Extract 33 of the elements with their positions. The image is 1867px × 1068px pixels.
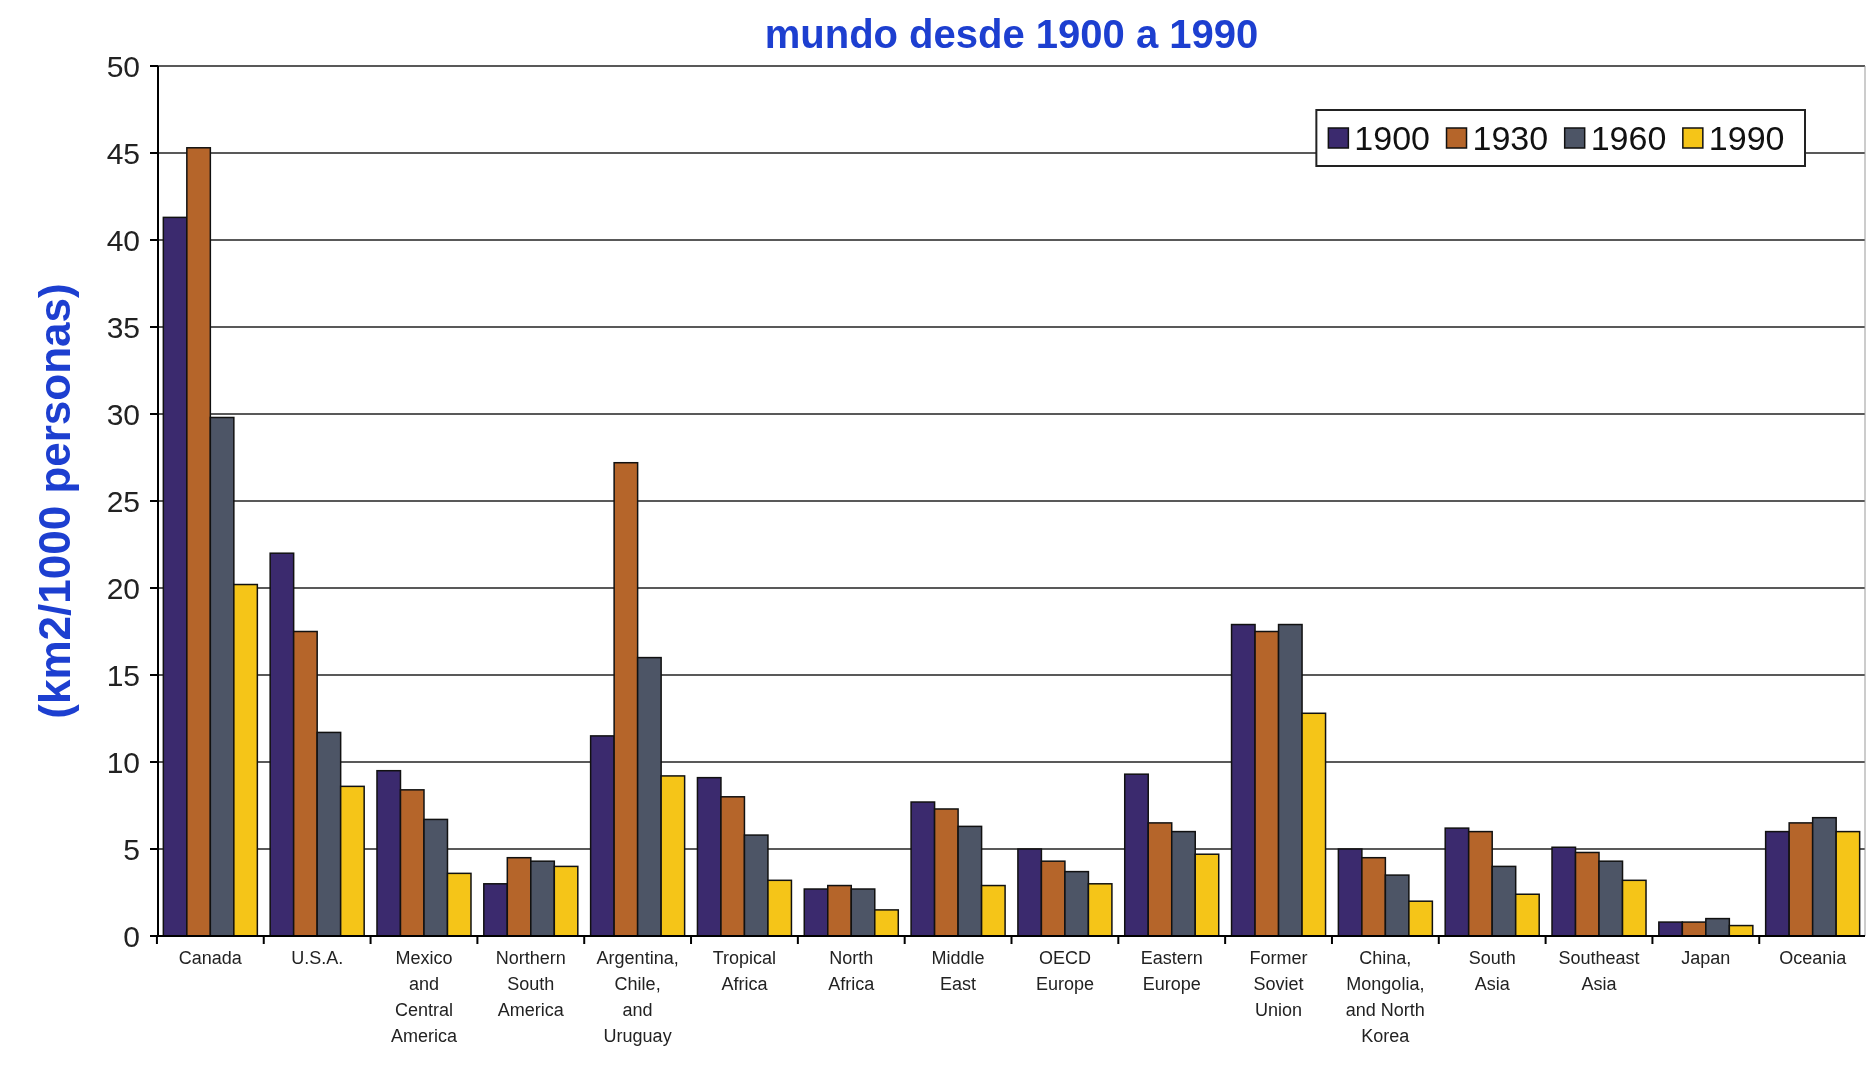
y-tick-label: 35	[106, 310, 140, 344]
y-tick-label: 40	[106, 223, 140, 257]
x-tick-label: Argentina, Chile, and Uruguay	[596, 948, 679, 1046]
x-tick-label: Eastern Europe	[1140, 948, 1203, 994]
y-tick-label: 10	[106, 745, 140, 779]
x-tick-label: OECD Europe	[1035, 948, 1094, 994]
legend-label: 1930	[1472, 118, 1549, 157]
x-tick-label: Former Soviet Union	[1249, 948, 1308, 1020]
x-tick-label: Tropical Africa	[712, 948, 777, 994]
y-tick-label: 0	[123, 919, 140, 953]
y-tick-label: 5	[123, 832, 140, 866]
chart-title: mundo desde 1900 a 1990	[764, 12, 1259, 56]
y-tick-label: 45	[106, 136, 140, 170]
y-tick-label: 15	[106, 658, 140, 692]
y-tick-label: 50	[106, 49, 140, 83]
x-tick-label: Mexico and Central America	[390, 948, 458, 1046]
x-tick-label: Canada	[178, 948, 243, 968]
x-tick-label: Japan	[1681, 948, 1731, 968]
y-axis-title: (km2/1000 personas)	[30, 283, 79, 719]
x-tick-label: North Africa	[828, 948, 876, 994]
x-tick-label: South Asia	[1468, 948, 1516, 994]
x-tick-label: Northern South America	[495, 948, 566, 1020]
legend-label: 1900	[1354, 118, 1430, 157]
legend-label: 1960	[1590, 118, 1667, 157]
legend-label: 1990	[1708, 118, 1785, 157]
y-tick-label: 25	[106, 484, 140, 518]
x-tick-label: China, Mongolia, and North Korea	[1345, 948, 1425, 1046]
y-tick-label: 20	[106, 571, 140, 605]
y-tick-label: 30	[106, 397, 140, 431]
x-tick-label: Middle East	[931, 948, 985, 994]
x-tick-label: U.S.A.	[291, 948, 344, 968]
x-tick-label: Southeast Asia	[1558, 948, 1640, 994]
x-tick-label: Oceania	[1779, 948, 1848, 968]
